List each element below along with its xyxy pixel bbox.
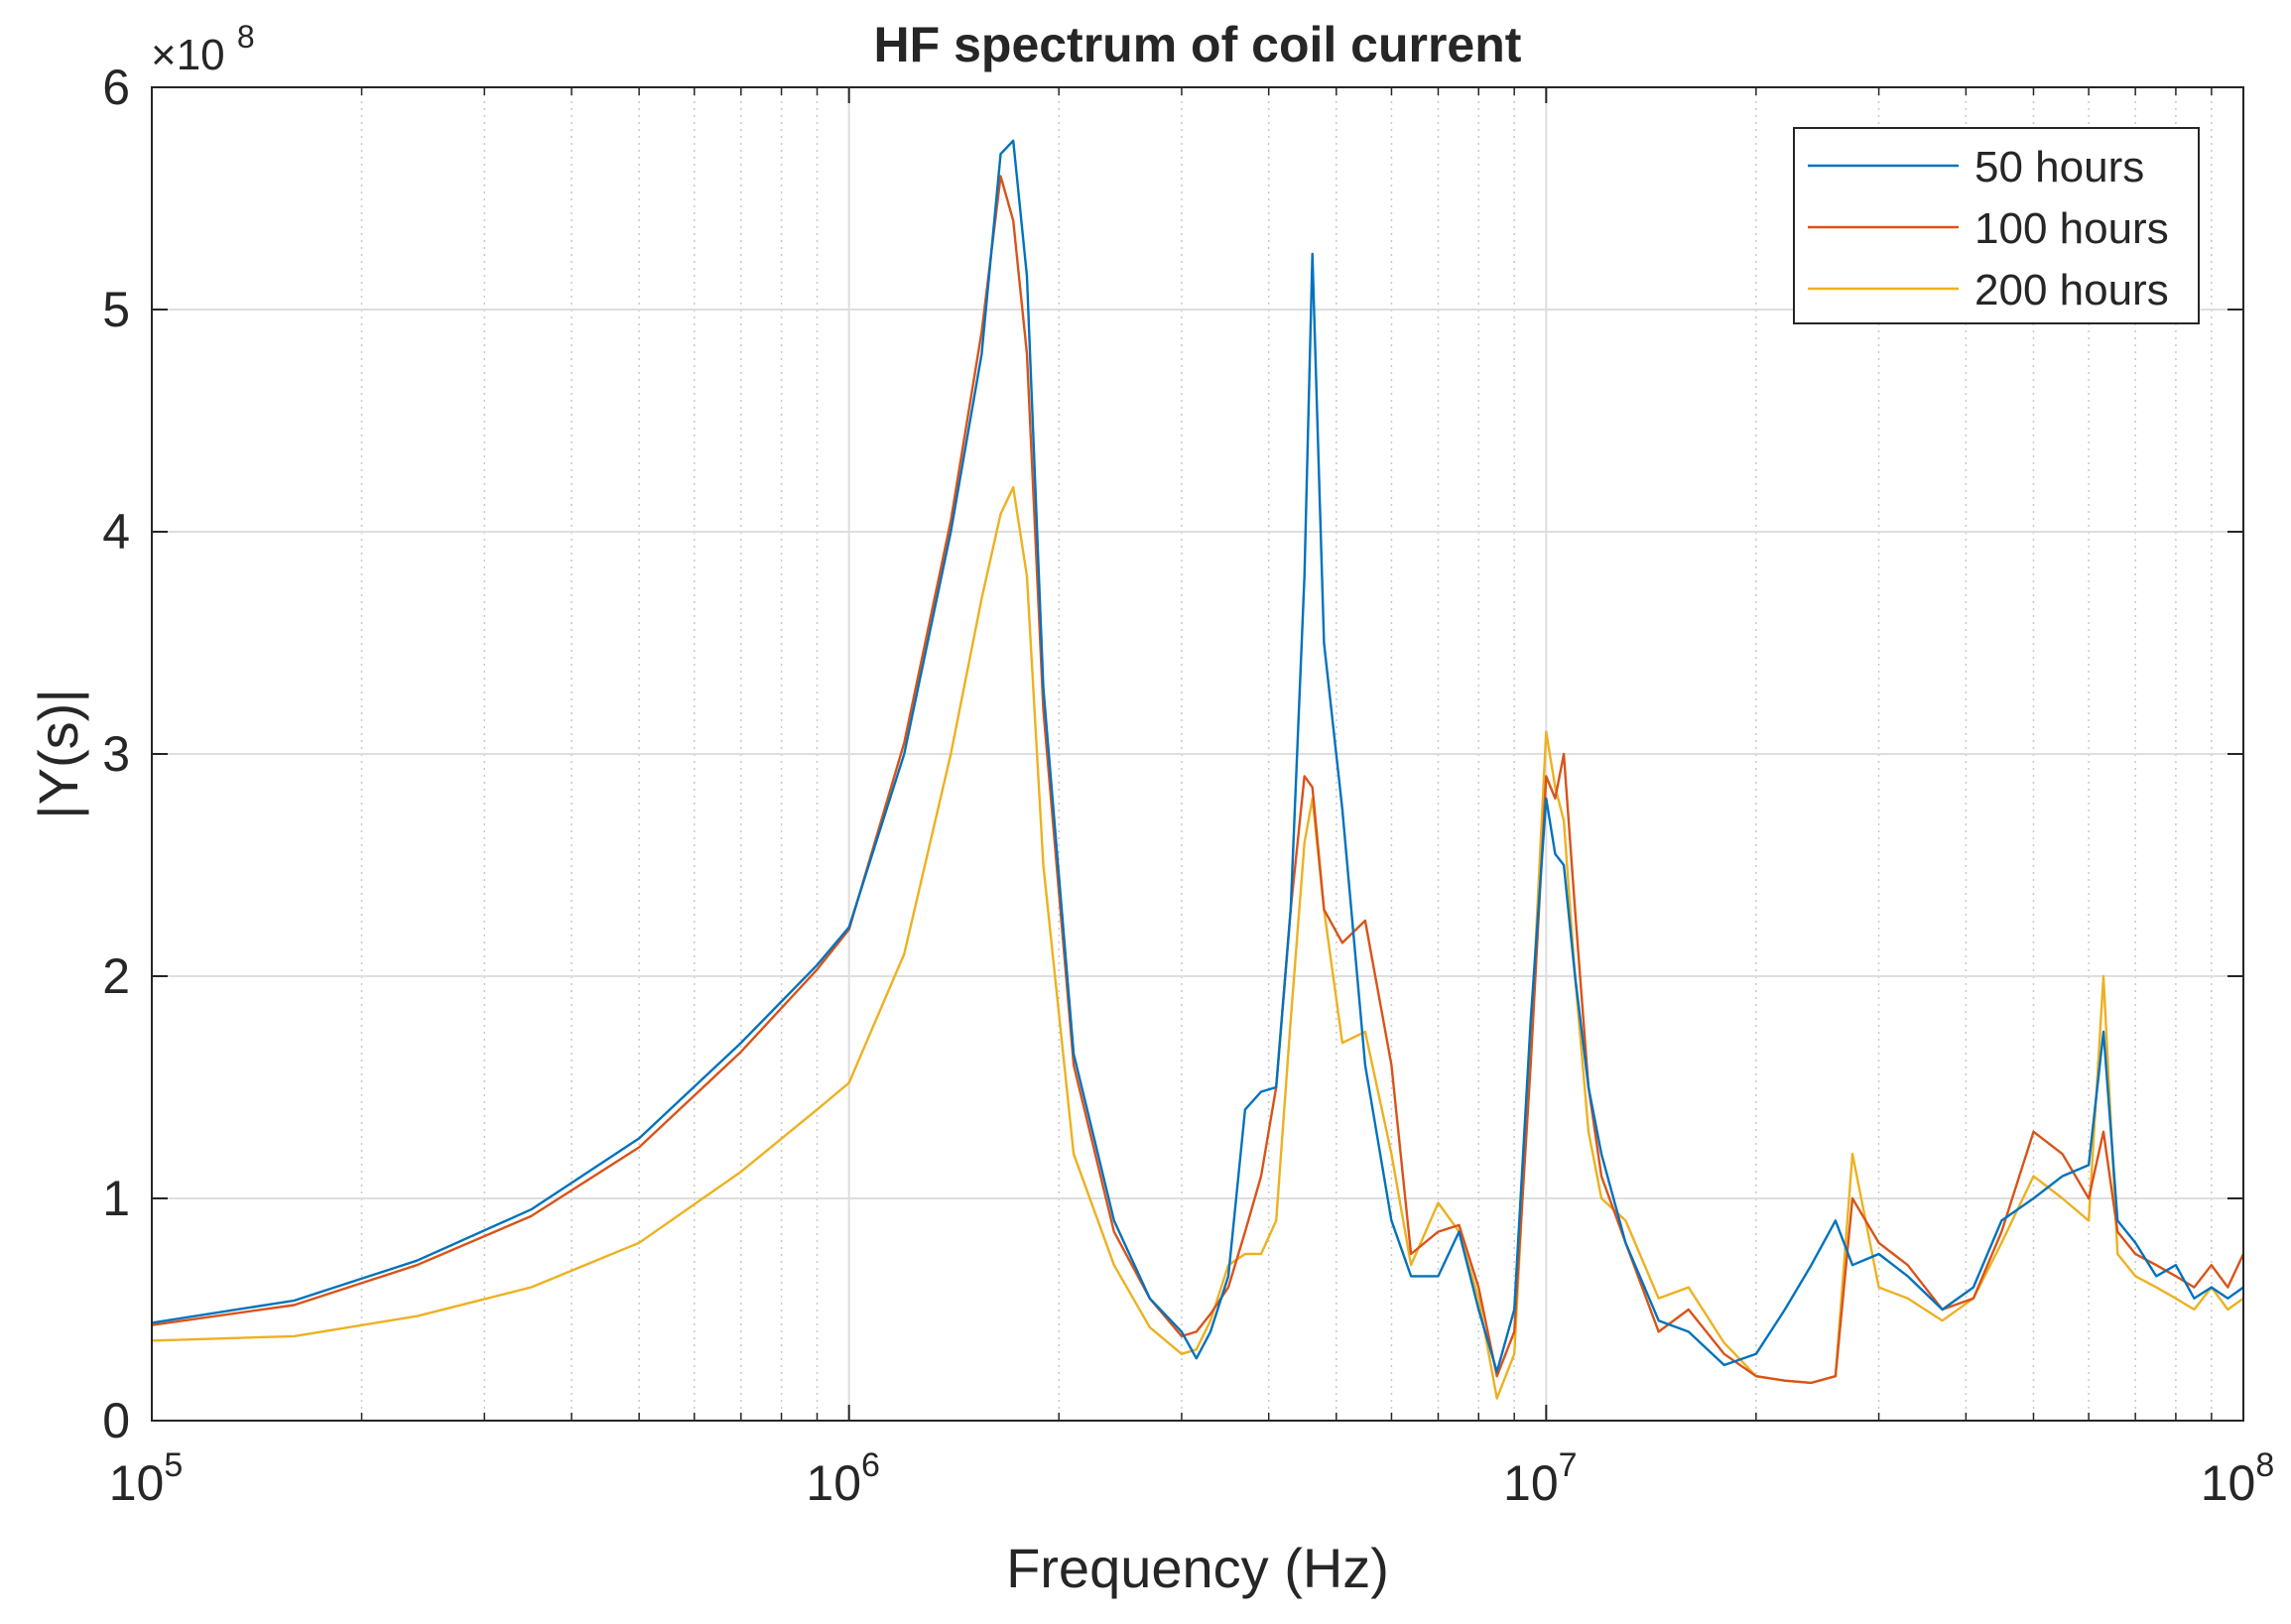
- y-tick-label: 4: [102, 504, 130, 560]
- labels-layer: 105 106 107 108 0 1 2 3 4 5 6: [102, 60, 2274, 1511]
- x-tick-label: 108: [2201, 1446, 2275, 1511]
- y-multiplier-exponent: 8: [237, 19, 255, 55]
- series-line: [151, 139, 2244, 1373]
- x-tick-label: 106: [806, 1446, 880, 1511]
- y-multiplier-base: ×10: [151, 31, 225, 79]
- y-axis-multiplier: ×10 8: [151, 19, 255, 79]
- legend-label: 100 hours: [1974, 204, 2169, 253]
- chart-title: HF spectrum of coil current: [874, 17, 1522, 72]
- y-tick-label: 1: [102, 1171, 130, 1226]
- y-tick-label: 3: [102, 726, 130, 782]
- y-tick-label: 6: [102, 60, 130, 115]
- legend-items: 50 hours 100 hours 200 hours: [1808, 143, 2169, 314]
- legend-label: 50 hours: [1974, 143, 2144, 191]
- y-axis-label: |Y(s)|: [27, 688, 89, 819]
- series-line: [151, 486, 2244, 1400]
- legend: 50 hours 100 hours 200 hours: [1793, 127, 2200, 324]
- x-axis-label: Frequency (Hz): [1006, 1537, 1389, 1599]
- legend-box: [1793, 127, 2200, 324]
- x-tick-label: 107: [1503, 1446, 1578, 1511]
- legend-label: 200 hours: [1974, 266, 2169, 314]
- series-layer: [151, 139, 2245, 1400]
- series-line: [151, 175, 2245, 1385]
- y-tick-label: 0: [102, 1393, 130, 1448]
- x-tick-label: 105: [109, 1446, 184, 1511]
- y-tick-label: 2: [102, 948, 130, 1004]
- ticks-layer: [151, 86, 2244, 1422]
- y-tick-label: 5: [102, 282, 130, 337]
